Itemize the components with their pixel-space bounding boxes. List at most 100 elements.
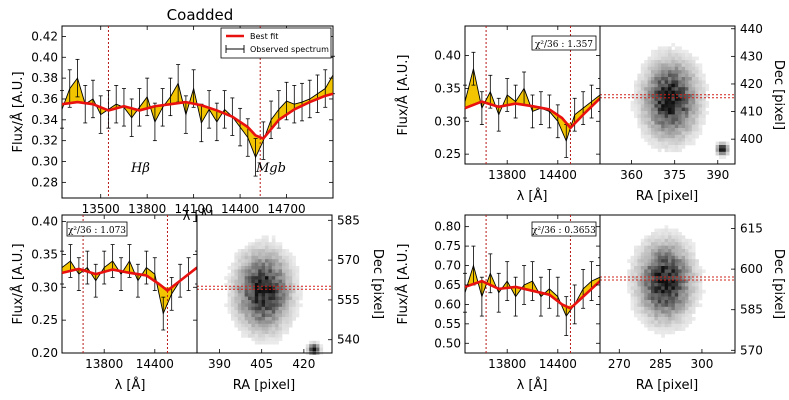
image-pixel xyxy=(671,269,676,274)
x-tick-label: 14400 xyxy=(221,202,259,216)
image-pixel xyxy=(678,80,682,85)
image-pixel xyxy=(634,83,638,88)
image-pixel xyxy=(630,283,635,287)
x-tick-label: 420 xyxy=(292,357,315,371)
image-pixel xyxy=(261,242,266,246)
image-pixel xyxy=(668,70,672,74)
image-pixel xyxy=(695,124,699,129)
image-pixel xyxy=(282,276,286,280)
image-pixel xyxy=(644,293,648,297)
image-pixel xyxy=(695,289,699,294)
image-pixel xyxy=(695,63,699,68)
y-tick-label: 0.40 xyxy=(31,215,58,229)
image-pixel xyxy=(664,232,669,236)
image-pixel xyxy=(664,289,669,294)
image-pixel xyxy=(654,53,659,57)
image-pixel xyxy=(630,272,635,277)
image-pixel xyxy=(254,262,259,267)
image-pixel xyxy=(278,262,283,267)
image-pixel xyxy=(275,249,279,253)
image-pixel xyxy=(316,340,320,345)
image-pixel xyxy=(702,107,706,112)
image-pixel xyxy=(722,148,727,153)
image-pixel xyxy=(664,313,669,318)
image-pixel xyxy=(678,97,682,102)
image-pixel xyxy=(261,238,266,243)
image-pixel xyxy=(725,141,730,146)
image-pixel xyxy=(695,100,699,105)
image-pixel xyxy=(678,310,682,314)
x-tick-label: 14400 xyxy=(539,168,577,182)
image-pixel xyxy=(685,66,689,71)
image-pixel xyxy=(691,242,696,246)
image-pixel xyxy=(671,320,676,325)
image-pixel xyxy=(688,128,693,132)
image-pixel xyxy=(644,245,648,250)
image-pixel xyxy=(671,148,676,153)
image-pixel xyxy=(265,249,269,253)
image-pixel xyxy=(288,272,293,277)
image-pixel xyxy=(268,252,273,257)
image-pixel xyxy=(275,337,279,342)
image-pixel xyxy=(292,317,296,321)
image-pixel xyxy=(244,327,249,331)
image-pixel xyxy=(265,235,269,240)
image-pixel xyxy=(265,327,269,331)
image-pixel xyxy=(657,242,662,246)
image-pixel xyxy=(634,107,638,112)
image-pixel xyxy=(640,94,645,98)
image-pixel xyxy=(241,269,245,274)
image-pixel xyxy=(657,235,662,240)
image-pixel xyxy=(251,289,256,294)
image-pixel xyxy=(661,100,665,105)
image-pixel xyxy=(685,300,689,304)
image-pixel xyxy=(685,276,689,280)
image-pixel xyxy=(292,300,296,304)
image-pixel xyxy=(654,289,659,294)
image-pixel xyxy=(647,283,652,287)
image-pixel xyxy=(237,266,242,270)
image-pixel xyxy=(664,63,669,68)
image-pixel xyxy=(251,245,256,250)
image-pixel xyxy=(685,97,689,102)
image-pixel xyxy=(637,303,642,308)
image-pixel xyxy=(640,90,645,95)
image-pixel xyxy=(634,266,638,270)
image-pixel xyxy=(244,272,249,277)
image-pixel xyxy=(664,66,669,71)
image-pixel xyxy=(640,66,645,71)
image-pixel xyxy=(248,269,252,274)
image-pixel xyxy=(678,100,682,105)
image-pixel xyxy=(254,276,259,280)
image-pixel xyxy=(637,83,642,88)
image-pixel xyxy=(674,117,679,122)
image-pixel xyxy=(681,293,686,297)
image-pixel xyxy=(237,279,242,284)
image-pixel xyxy=(282,306,286,311)
image-pixel xyxy=(668,269,672,274)
image-pixel xyxy=(695,131,699,136)
image-pixel xyxy=(285,286,290,291)
image-pixel xyxy=(261,310,266,314)
y-tick-label: 420 xyxy=(740,77,763,91)
image-pixel xyxy=(271,300,276,304)
image-pixel xyxy=(234,259,239,263)
image-pixel xyxy=(674,272,679,277)
image-pixel xyxy=(295,306,300,311)
image-pixel xyxy=(265,337,269,342)
image-pixel xyxy=(661,283,665,287)
image-pixel xyxy=(657,289,662,294)
image-pixel xyxy=(634,245,638,250)
image-pixel xyxy=(688,272,693,277)
image-pixel xyxy=(654,317,659,321)
image-pixel xyxy=(705,100,710,105)
image-pixel xyxy=(258,323,262,328)
x-tick-label: 390 xyxy=(706,168,729,182)
image-pixel xyxy=(637,272,642,277)
y-tick-label: 540 xyxy=(337,333,360,347)
image-pixel xyxy=(664,131,669,136)
image-pixel xyxy=(664,306,669,311)
image-pixel xyxy=(671,104,676,108)
image-pixel xyxy=(244,252,249,257)
image-pixel xyxy=(657,238,662,243)
